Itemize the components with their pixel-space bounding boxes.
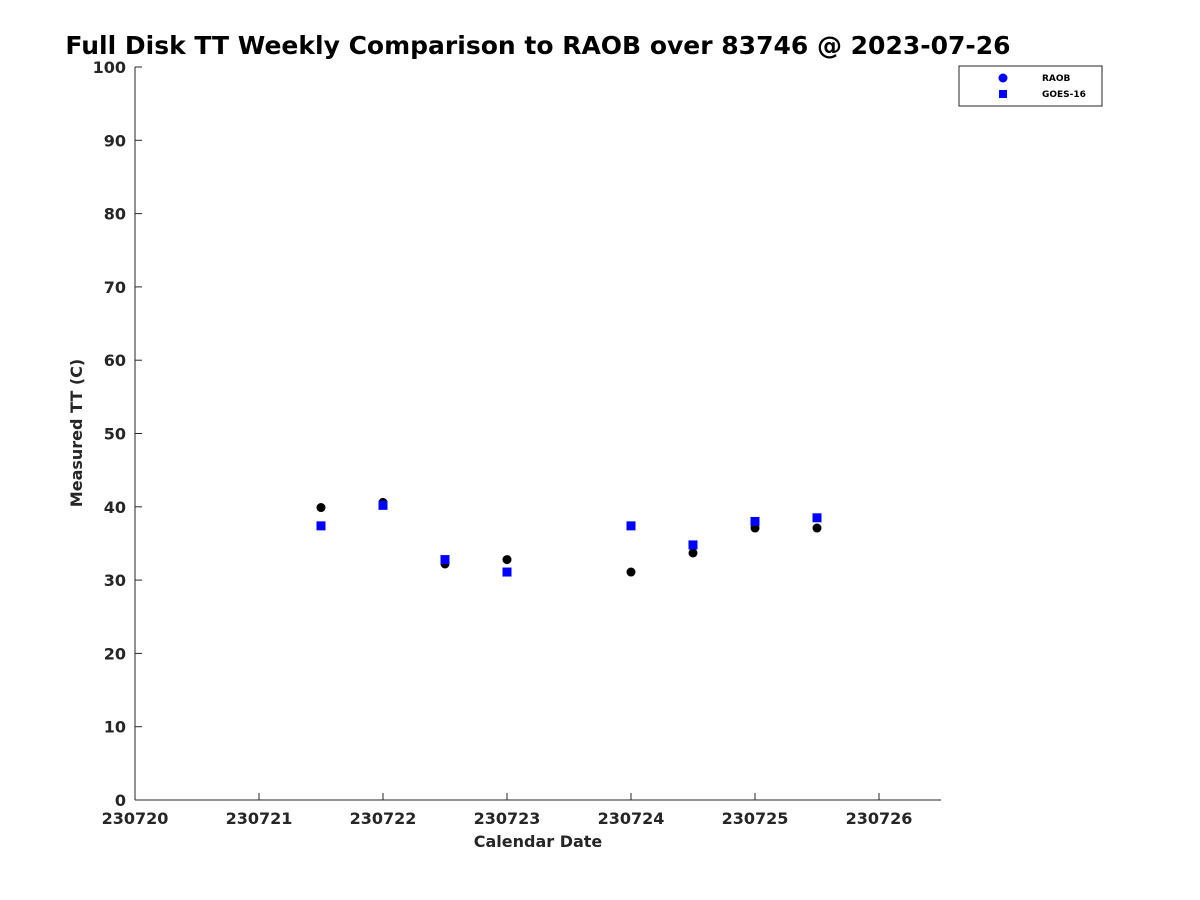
x-tick-label: 230723: [474, 809, 541, 828]
goes-16-point: [812, 513, 822, 523]
legend-raob-marker: [998, 73, 1008, 83]
x-tick-label: 230722: [350, 809, 417, 828]
x-tick-label: 230720: [102, 809, 169, 828]
raob-point: [812, 523, 822, 533]
goes-16-point: [316, 521, 326, 531]
goes-16-point: [688, 540, 698, 550]
x-tick-label: 230725: [722, 809, 789, 828]
x-tick-label: 230724: [598, 809, 665, 828]
x-tick-label: 230721: [226, 809, 293, 828]
goes-16-point: [750, 516, 760, 526]
y-tick-label: 80: [104, 205, 126, 224]
raob-point: [502, 555, 512, 565]
y-ticks: 0 10 20 30 40 50 60 70 80 90 100: [93, 58, 142, 810]
goes-16-point: [378, 500, 388, 510]
y-tick-label: 90: [104, 131, 126, 150]
plot-axes: [134, 67, 941, 801]
y-tick-label: 60: [104, 351, 126, 370]
legend-box: [958, 65, 1103, 107]
x-tick-label: 230726: [846, 809, 913, 828]
y-tick-label: 0: [115, 791, 126, 810]
y-tick-label: 100: [93, 58, 126, 77]
y-tick-label: 10: [104, 718, 126, 737]
x-axis-label: Calendar Date: [474, 832, 603, 851]
y-tick-label: 20: [104, 644, 126, 663]
y-tick-label: 70: [104, 278, 126, 297]
raob-point: [626, 567, 636, 577]
legend-raob-label: RAOB: [1042, 74, 1071, 84]
goes-16-point: [440, 555, 450, 565]
legend-goes16-marker: [999, 90, 1007, 98]
y-tick-label: 40: [104, 498, 126, 517]
raob-point: [316, 503, 326, 513]
legend-goes16-label: GOES-16: [1042, 90, 1086, 100]
data-points: [316, 497, 822, 577]
raob-point: [688, 548, 698, 558]
y-tick-label: 30: [104, 571, 126, 590]
x-ticks: 230720 230721 230722 230723 230724 230725 2307…: [102, 793, 913, 828]
y-axis-label: Measured TT (C): [67, 359, 86, 507]
goes-16-point: [626, 521, 636, 531]
legend: RAOB GOES-16: [958, 65, 1103, 107]
chart-title: Full Disk TT Weekly Comparison to RAOB o…: [65, 31, 1010, 60]
y-tick-label: 50: [104, 425, 126, 444]
goes-16-point: [502, 567, 512, 577]
